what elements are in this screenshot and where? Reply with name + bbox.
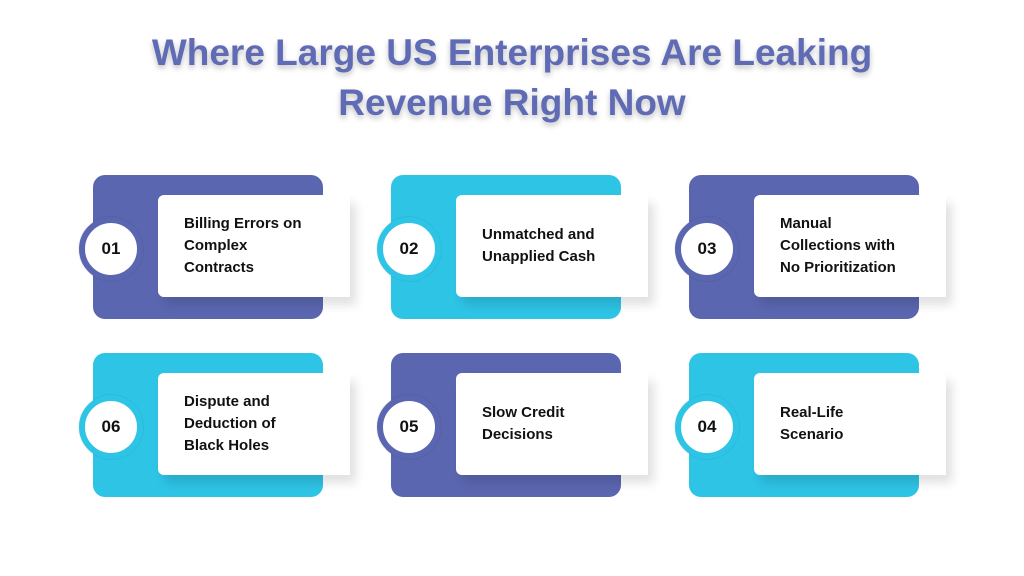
card-line: Manual <box>780 215 832 232</box>
card-line: Complex <box>184 237 248 254</box>
card-line: Real-Life <box>780 404 844 421</box>
card-line: Slow Credit <box>482 404 565 421</box>
card-line: Scenario <box>780 426 844 443</box>
card-line: Decisions <box>482 426 553 443</box>
card-text: Manual Collections with No Prioritizatio… <box>754 195 946 297</box>
card-number: 04 <box>675 395 739 459</box>
card-line: Collections with <box>780 237 896 254</box>
card-text: Dispute and Deduction of Black Holes <box>158 373 350 475</box>
card-line: Contracts <box>184 259 255 276</box>
card-number: 03 <box>675 217 739 281</box>
card-line: Unapplied Cash <box>482 248 596 265</box>
card-number: 05 <box>377 395 441 459</box>
card-text: Real-Life Scenario <box>754 373 946 475</box>
card-text: Billing Errors on Complex Contracts <box>158 195 350 297</box>
card-number: 06 <box>79 395 143 459</box>
card: 03 Manual Collections with No Prioritiza… <box>675 175 946 319</box>
card-number: 02 <box>377 217 441 281</box>
card-line: Black Holes <box>184 437 270 454</box>
card-line: No Prioritization <box>780 259 896 276</box>
card-text: Slow Credit Decisions <box>456 373 648 475</box>
title-line: Revenue Right Now <box>338 82 686 123</box>
card: 04 Real-Life Scenario <box>675 353 946 497</box>
card-line: Dispute and <box>184 393 270 410</box>
card-line: Billing Errors on <box>184 215 302 232</box>
title: Where Large US Enterprises Are Leaking R… <box>0 28 1024 128</box>
card-line: Deduction of <box>184 415 276 432</box>
card-text: Unmatched and Unapplied Cash <box>456 195 648 297</box>
card: 06 Dispute and Deduction of Black Holes <box>79 353 350 497</box>
title-line: Where Large US Enterprises Are Leaking <box>151 32 873 73</box>
card: 05 Slow Credit Decisions <box>377 353 648 497</box>
card-line: Unmatched and <box>482 226 595 243</box>
card: 01 Billing Errors on Complex Contracts <box>79 175 350 319</box>
card: 02 Unmatched and Unapplied Cash <box>377 175 648 319</box>
card-number: 01 <box>79 217 143 281</box>
